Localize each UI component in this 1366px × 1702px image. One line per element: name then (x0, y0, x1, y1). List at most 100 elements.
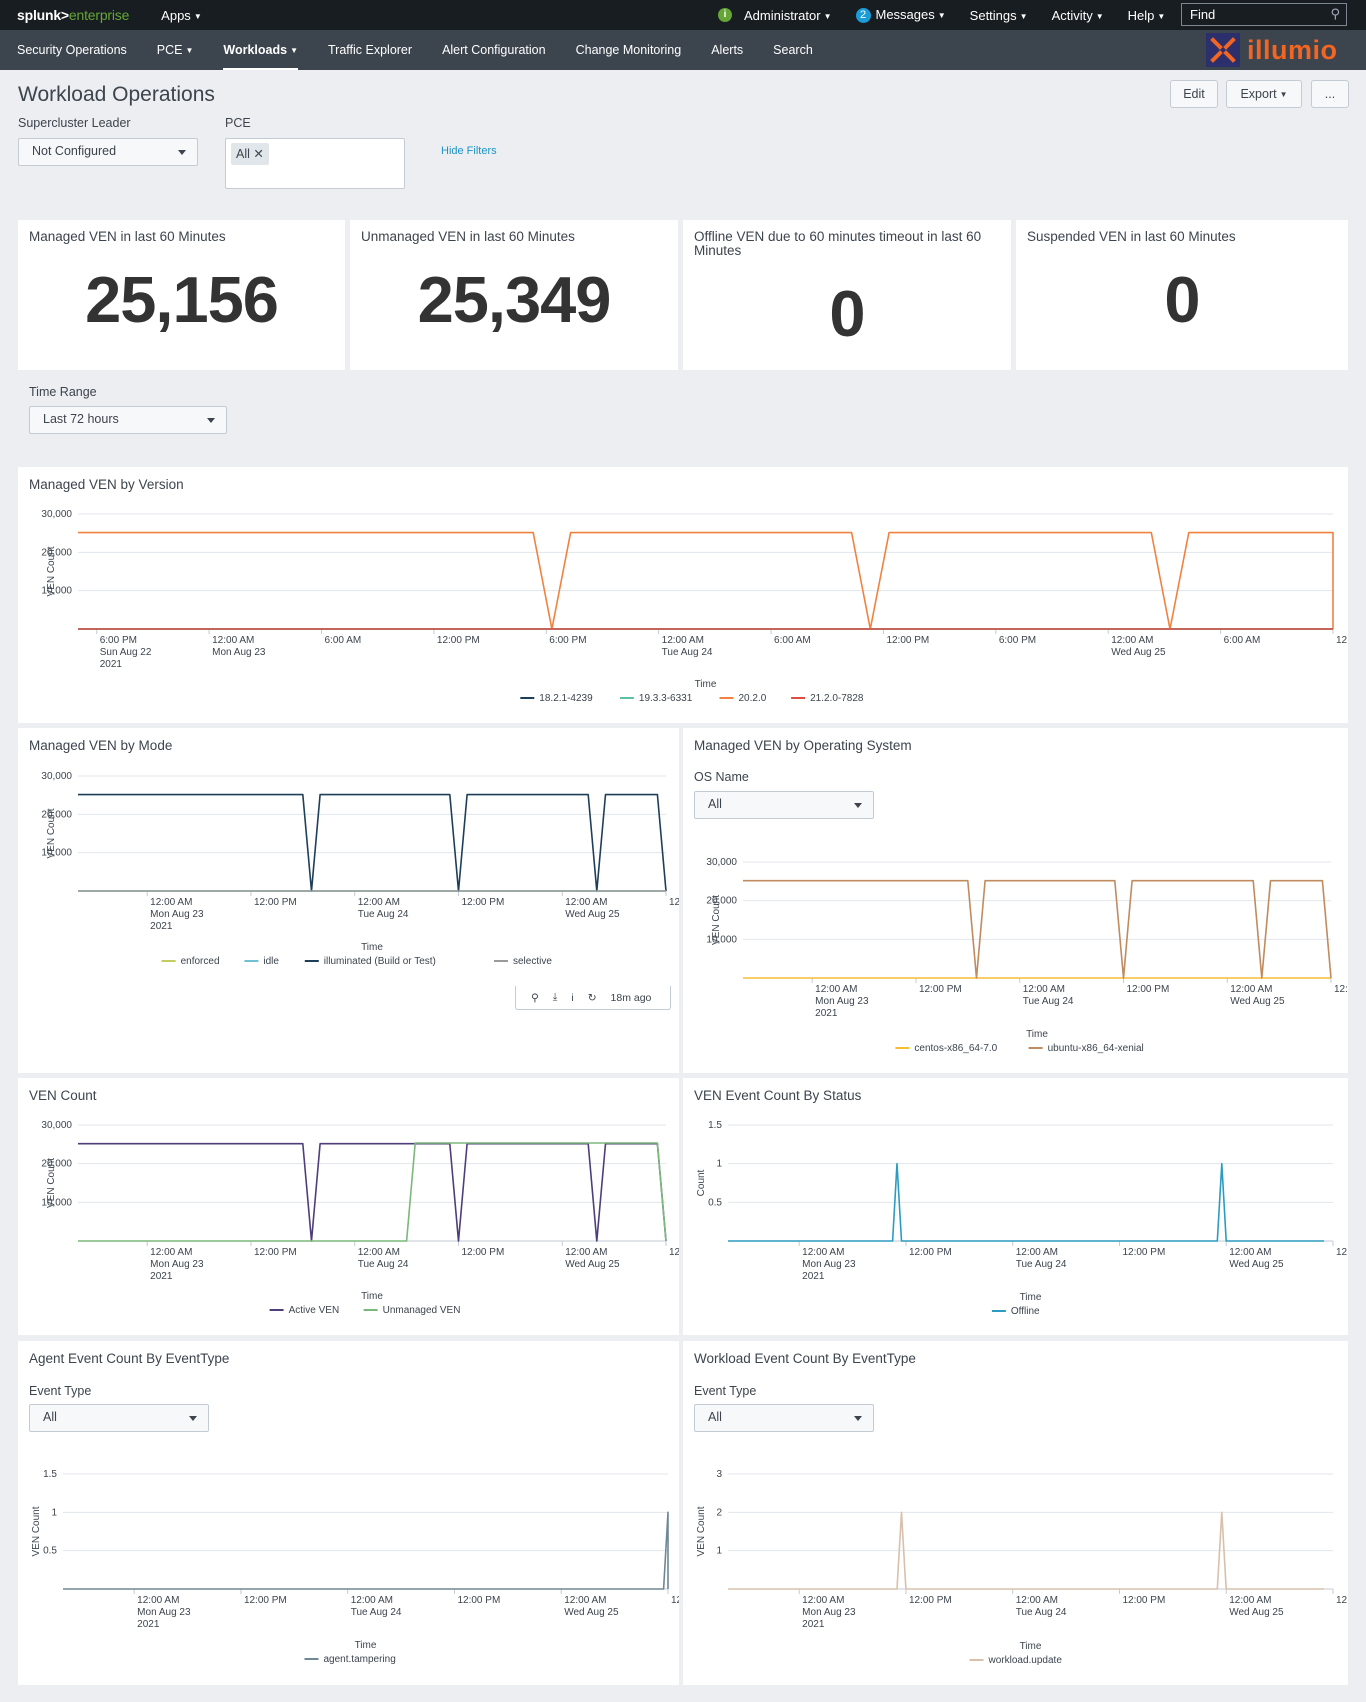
os-name-dropdown[interactable]: All (694, 791, 874, 819)
legend-item: 19.3.3-6331 (639, 693, 693, 704)
x-axis-title: Time (1026, 1029, 1048, 1040)
y-tick-label: 10,000 (41, 848, 72, 859)
settings-menu[interactable]: Settings ▼ (969, 7, 1028, 23)
pce-multiselect[interactable]: All ✕ (225, 138, 405, 189)
agent-event-type-label: Event Type (29, 1384, 92, 1398)
panel-ven-event-count-by-status: VEN Event Count By Status 0.5 1 1.5 Count 12… (683, 1078, 1348, 1335)
last-refresh-time: 18m ago (610, 991, 652, 1004)
legend-item: Active VEN (289, 1305, 340, 1316)
search-icon[interactable]: ⚲ (1330, 6, 1340, 21)
y-axis-title: VEN Count (31, 1506, 42, 1556)
export-button[interactable]: Export ▼ (1226, 80, 1302, 108)
x-tick-label: 12:00 AM (351, 1595, 393, 1606)
y-axis-title: VEN Count (46, 808, 57, 858)
x-tick-label: 12:00 AM (564, 1595, 606, 1606)
x-tick-label: Wed Aug 25 (565, 1259, 620, 1270)
panel-managed-ven-by-version: Managed VEN by Version 10,000 20,000 30,00… (18, 467, 1348, 723)
single-value-managed-ven: Managed VEN in last 60 Minutes 25,156 (18, 220, 345, 370)
x-tick-label: 6:00 PM (549, 635, 586, 646)
apps-menu[interactable]: Apps ▼ (161, 7, 202, 23)
series-line (63, 1511, 669, 1590)
page-title: Workload Operations (18, 83, 215, 106)
download-icon[interactable]: ⤓ (552, 991, 558, 1003)
x-tick-label: 12:00 AM (662, 635, 704, 646)
nav-alert-configuration[interactable]: Alert Configuration (442, 43, 546, 57)
nav-security-operations[interactable]: Security Operations (17, 43, 127, 57)
x-tick-label: Tue Aug 24 (1016, 1607, 1067, 1618)
nav-pce[interactable]: PCE ▼ (156, 43, 194, 57)
x-tick-label: 12:00 AM (212, 635, 254, 646)
y-tick-label: 20,000 (706, 896, 737, 907)
y-tick-label: 10,000 (41, 1197, 72, 1208)
nav-alerts[interactable]: Alerts (711, 43, 744, 57)
x-tick-label: Tue Aug 24 (358, 1259, 409, 1270)
supercluster-dropdown[interactable]: Not Configured (18, 138, 198, 166)
x-tick-label: Mon Aug 23 (815, 996, 869, 1007)
hide-filters-link[interactable]: Hide Filters (441, 145, 497, 157)
legend-item: 18.2.1-4239 (539, 693, 593, 704)
administrator-menu[interactable]: Administrator ▼ (744, 7, 832, 23)
x-tick-label: 12:00 PM (1336, 1595, 1348, 1606)
x-tick-label: 12:00 PM (1334, 984, 1348, 995)
nav-change-monitoring[interactable]: Change Monitoring (575, 43, 682, 57)
messages-menu[interactable]: 2 Messages ▼ (855, 7, 946, 24)
more-actions-button[interactable]: ... (1311, 80, 1349, 108)
search-icon[interactable]: ⚲ (531, 991, 539, 1004)
y-tick-label: 20,000 (41, 547, 72, 558)
legend-item: centos-x86_64-7.0 (914, 1043, 997, 1054)
x-tick-label: 12:00 PM (461, 1247, 504, 1258)
nav-workloads[interactable]: Workloads ▼ (223, 30, 298, 70)
splunk-logo[interactable]: splunk>enterprise (17, 7, 130, 23)
x-tick-label: 12:00 PM (1126, 984, 1169, 995)
x-tick-label: 12:00 PM (1336, 1247, 1348, 1258)
x-tick-label: 12:00 PM (254, 897, 297, 908)
x-tick-label: 12:00 AM (565, 897, 607, 908)
find-input[interactable]: Find ⚲ (1181, 3, 1347, 26)
activity-menu[interactable]: Activity ▼ (1051, 7, 1104, 23)
x-tick-label: 12:00 AM (358, 1247, 400, 1258)
time-range-dropdown[interactable]: Last 72 hours (29, 406, 227, 434)
single-value-unmanaged-ven: Unmanaged VEN in last 60 Minutes 25,349 (350, 220, 678, 370)
x-tick-label: 12:00 PM (886, 635, 929, 646)
app-nav-bar: Security Operations PCE ▼ Workloads ▼ Traf… (0, 30, 1366, 70)
pce-chip-all[interactable]: All ✕ (231, 143, 269, 165)
series-line (728, 1162, 1325, 1242)
x-axis-title: Time (361, 1291, 383, 1302)
x-tick-label: 12:00 AM (1016, 1247, 1058, 1258)
help-menu[interactable]: Help ▼ (1127, 7, 1166, 23)
y-tick-label: 30,000 (41, 771, 72, 782)
x-axis-title: Time (1020, 1292, 1042, 1303)
chevron-down-icon (854, 803, 862, 808)
x-tick-label: 12:00 AM (1230, 984, 1272, 995)
legend-item: illuminated (Build or Test) (324, 956, 436, 967)
x-tick-label: Mon Aug 23 (150, 909, 204, 920)
agent-event-type-dropdown[interactable]: All (29, 1404, 209, 1432)
chevron-down-icon (189, 1416, 197, 1421)
edit-button[interactable]: Edit (1170, 80, 1218, 108)
chevron-down-icon (207, 418, 215, 423)
x-tick-label: 12:00 AM (815, 984, 857, 995)
x-tick-label: 2021 (150, 1271, 173, 1282)
close-icon[interactable]: ✕ (253, 147, 264, 161)
nav-traffic-explorer[interactable]: Traffic Explorer (328, 43, 413, 57)
health-status-icon[interactable]: i (718, 8, 732, 22)
legend-item: enforced (181, 956, 220, 967)
x-tick-label: 6:00 PM (100, 635, 137, 646)
x-tick-label: Tue Aug 24 (358, 909, 409, 920)
x-tick-label: 12:00 PM (669, 1247, 679, 1258)
x-axis-title: Time (355, 1640, 377, 1651)
nav-search[interactable]: Search (773, 43, 813, 57)
legend-item: 20.2.0 (739, 693, 767, 704)
supercluster-label: Supercluster Leader (18, 116, 131, 130)
y-tick-label: 2 (716, 1507, 722, 1518)
workload-event-type-dropdown[interactable]: All (694, 1404, 874, 1432)
pce-label: PCE (225, 116, 251, 130)
info-icon[interactable]: i (571, 991, 574, 1004)
messages-count-badge: 2 (855, 8, 871, 24)
x-axis-title: Time (695, 679, 717, 690)
legend-item: agent.tampering (324, 1654, 396, 1665)
refresh-icon[interactable]: ↻ (587, 991, 597, 1004)
top-bar: splunk>enterprise Apps ▼ i Administrator ▼… (0, 0, 1366, 30)
